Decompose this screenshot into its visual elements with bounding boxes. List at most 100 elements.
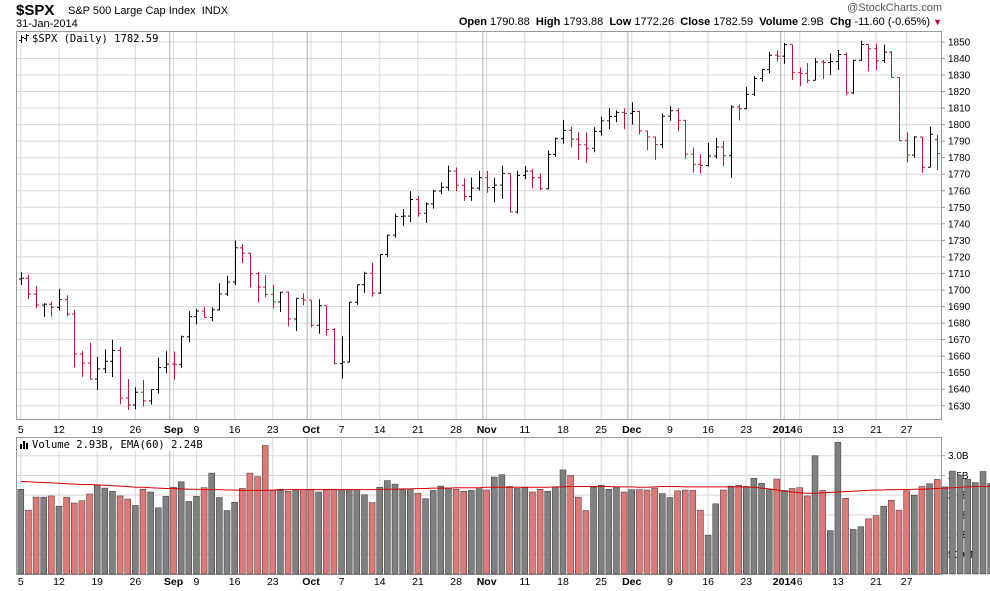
volume-bar bbox=[918, 486, 926, 575]
ohlc-bar bbox=[26, 274, 31, 300]
volume-bar bbox=[956, 474, 964, 575]
volume-bar bbox=[895, 509, 903, 575]
ohlc-bar bbox=[775, 50, 780, 62]
ohlc-bar bbox=[660, 113, 665, 149]
ohlc-bar bbox=[271, 285, 276, 309]
volume-bar bbox=[40, 496, 47, 575]
ohlc-bar bbox=[133, 387, 138, 410]
ohlc-bar bbox=[569, 126, 574, 148]
ohlc-bar bbox=[49, 301, 54, 317]
ohlc-bar bbox=[607, 108, 612, 130]
volume-bar bbox=[284, 490, 292, 575]
volume-bar bbox=[246, 472, 254, 575]
volume-bar bbox=[323, 488, 330, 575]
volume-bar bbox=[177, 481, 185, 575]
ohlc-bar bbox=[34, 285, 39, 309]
volume-bar bbox=[338, 489, 345, 575]
volume-bar bbox=[559, 469, 567, 575]
price-y-tick-label: 1700 bbox=[948, 286, 971, 297]
price-y-tick-label: 1640 bbox=[948, 385, 971, 396]
close-value: 1782.59 bbox=[713, 16, 754, 28]
volume-x-axis: 5 12 19 26 Sep 9 16 23 Oct 7 14 21 28 Nov 11 18 25 Dec 9 16… bbox=[18, 576, 913, 588]
x-tick-label: 23 bbox=[740, 424, 752, 436]
open-label: Open bbox=[458, 16, 487, 28]
price-y-tick-label: 1670 bbox=[948, 335, 971, 346]
ohlc-bar bbox=[897, 76, 902, 142]
ohlc-bar bbox=[278, 291, 283, 312]
ohlc-bar bbox=[515, 170, 520, 214]
volume-bar bbox=[254, 476, 261, 575]
high-value: 1793.88 bbox=[563, 16, 604, 28]
price-y-tick-label: 1780 bbox=[948, 153, 971, 164]
volume-bar bbox=[567, 475, 574, 575]
x-tick-label: 16 bbox=[702, 576, 714, 588]
ohlc-bar bbox=[828, 53, 833, 75]
ohlc-bar bbox=[752, 76, 757, 97]
volume-bar bbox=[101, 487, 109, 575]
x-tick-label: 7 bbox=[339, 424, 345, 436]
volume-bar bbox=[239, 488, 246, 575]
volume-bar bbox=[659, 493, 666, 575]
x-tick-label: 2014 bbox=[773, 576, 797, 588]
x-tick-label: 7 bbox=[339, 576, 345, 588]
ohlc-bar bbox=[408, 191, 413, 223]
volume-bar bbox=[513, 488, 521, 575]
ohlc-bar bbox=[882, 44, 887, 63]
volume-bar bbox=[636, 489, 643, 575]
volume-bar bbox=[804, 495, 811, 575]
x-tick-label: 13 bbox=[832, 576, 844, 588]
ohlc-bar bbox=[110, 339, 115, 377]
bar-chart-icon bbox=[20, 441, 28, 449]
ohlc-bar bbox=[805, 63, 810, 84]
ohlc-bar bbox=[492, 177, 497, 203]
price-legend: $SPX (Daily) 1782.59 bbox=[18, 33, 158, 45]
x-tick-label: 26 bbox=[130, 424, 142, 436]
volume-bar bbox=[132, 505, 139, 575]
ohlc-bar bbox=[103, 349, 108, 374]
volume-bar bbox=[78, 500, 86, 575]
volume-bar bbox=[498, 474, 506, 575]
security-fullname: S&P 500 Large Cap Index bbox=[68, 5, 196, 17]
ohlc-bar bbox=[462, 178, 467, 201]
ohlc-bar bbox=[508, 172, 513, 213]
ohlc-bar bbox=[905, 132, 910, 163]
price-panel-frame bbox=[16, 31, 942, 420]
ohlc-bar bbox=[889, 51, 894, 78]
ohlc-bar bbox=[676, 108, 681, 132]
price-y-tick-label: 1720 bbox=[948, 252, 971, 263]
x-tick-label: 16 bbox=[229, 424, 241, 436]
low-label: Low bbox=[609, 16, 632, 28]
volume-bar bbox=[468, 490, 475, 575]
x-tick-label: Sep bbox=[164, 424, 183, 436]
x-tick-label: 6 bbox=[797, 576, 803, 588]
x-tick-label: 6 bbox=[797, 424, 803, 436]
volume-bar bbox=[582, 510, 590, 575]
volume-bar bbox=[712, 503, 719, 575]
ohlc-bar bbox=[355, 284, 360, 305]
brand-watermark[interactable]: @StockCharts.com bbox=[847, 2, 942, 14]
volume-bar bbox=[139, 488, 147, 575]
volume-bar bbox=[964, 479, 971, 575]
volume-bar bbox=[590, 487, 597, 575]
volume-bar bbox=[231, 502, 238, 575]
ohlc-bar bbox=[256, 271, 261, 303]
price-y-tick-label: 1690 bbox=[948, 302, 971, 313]
volume-bar bbox=[872, 515, 880, 575]
price-y-tick-label: 1680 bbox=[948, 319, 971, 330]
ohlc-bar bbox=[653, 136, 658, 160]
volume-bar bbox=[865, 518, 872, 575]
x-tick-label: Dec bbox=[622, 424, 641, 436]
ohlc-bar bbox=[301, 293, 306, 306]
volume-value: 2.9B bbox=[801, 16, 824, 28]
volume-bar bbox=[903, 490, 910, 575]
volume-bar bbox=[376, 487, 383, 575]
ohlc-bar bbox=[362, 271, 367, 293]
high-label: High bbox=[535, 16, 561, 28]
volume-bar bbox=[979, 471, 987, 575]
ohlc-bar bbox=[668, 106, 673, 121]
x-tick-label: 21 bbox=[412, 576, 424, 588]
x-tick-label: 9 bbox=[194, 424, 200, 436]
ohlc-bar bbox=[88, 342, 93, 380]
volume-bar bbox=[911, 494, 918, 575]
volume-bar bbox=[345, 489, 353, 575]
